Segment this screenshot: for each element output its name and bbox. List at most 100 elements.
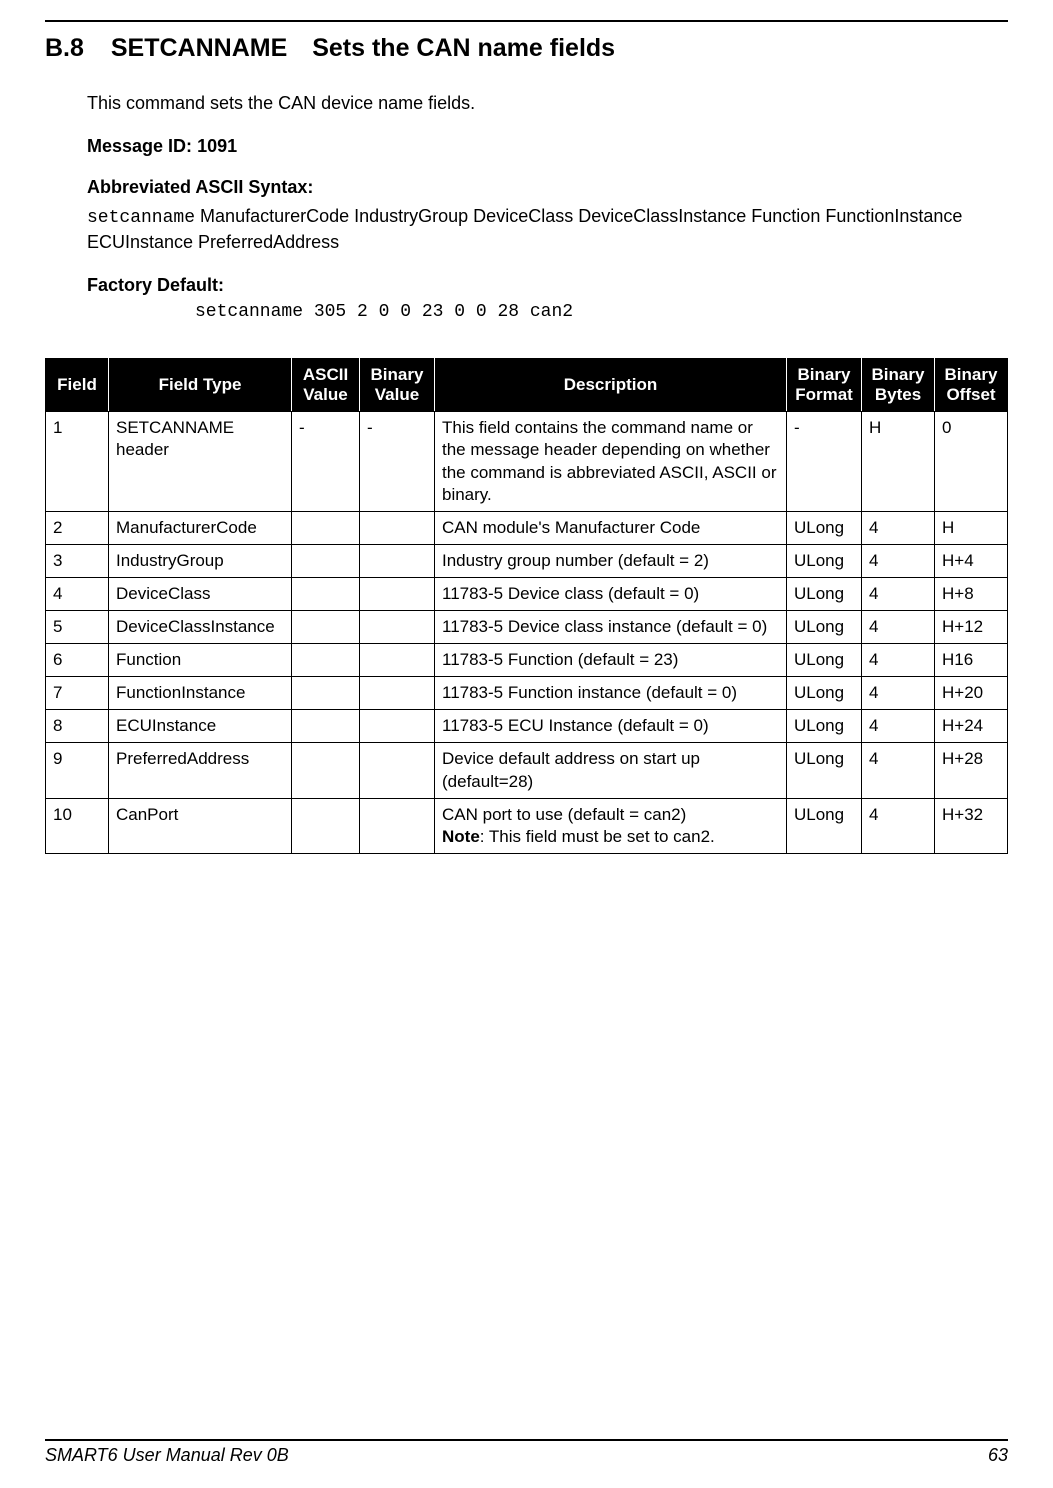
cell-boff: H16 <box>935 644 1008 677</box>
footer-left: SMART6 User Manual Rev 0B <box>45 1445 289 1466</box>
table-row: 4 DeviceClass 11783-5 Device class (defa… <box>46 577 1008 610</box>
factory-default-label: Factory Default: <box>87 275 1008 296</box>
cell-field: 2 <box>46 511 109 544</box>
intro-text: This command sets the CAN device name fi… <box>87 93 1008 114</box>
cell-bfmt: - <box>787 412 862 511</box>
table-row: 5 DeviceClassInstance 11783-5 Device cla… <box>46 611 1008 644</box>
cell-bfmt: ULong <box>787 511 862 544</box>
cell-bfmt: ULong <box>787 544 862 577</box>
cell-boff: H+20 <box>935 677 1008 710</box>
cell-desc: This field contains the command name or … <box>435 412 787 511</box>
cell-binval <box>360 511 435 544</box>
page-footer: SMART6 User Manual Rev 0B 63 <box>45 1439 1008 1466</box>
cell-ascii <box>292 743 360 798</box>
cell-desc: 11783-5 Function (default = 23) <box>435 644 787 677</box>
cell-ascii <box>292 677 360 710</box>
th-description: Description <box>435 358 787 412</box>
cell-type: ECUInstance <box>109 710 292 743</box>
cell-boff: H <box>935 511 1008 544</box>
cell-ascii <box>292 611 360 644</box>
cell-ascii <box>292 798 360 853</box>
page: B.8 SETCANNAME Sets the CAN name fields … <box>0 0 1053 1488</box>
footer-row: SMART6 User Manual Rev 0B 63 <box>45 1445 1008 1466</box>
intro-block: This command sets the CAN device name fi… <box>87 93 1008 322</box>
cell-type: ManufacturerCode <box>109 511 292 544</box>
cell-type: IndustryGroup <box>109 544 292 577</box>
cell-desc-main: CAN port to use (default = can2) <box>442 805 686 824</box>
cell-bfmt: ULong <box>787 611 862 644</box>
cell-bfmt: ULong <box>787 677 862 710</box>
table-row: 8 ECUInstance 11783-5 ECU Instance (defa… <box>46 710 1008 743</box>
cell-desc: 11783-5 Function instance (default = 0) <box>435 677 787 710</box>
cell-bbytes: 4 <box>862 644 935 677</box>
cell-type: CanPort <box>109 798 292 853</box>
field-table: Field Field Type ASCII Value Binary Valu… <box>45 358 1008 854</box>
message-id-label: Message ID: <box>87 136 192 156</box>
cell-field: 6 <box>46 644 109 677</box>
cell-ascii <box>292 644 360 677</box>
cell-type: Function <box>109 644 292 677</box>
cell-bbytes: 4 <box>862 544 935 577</box>
cell-binval <box>360 544 435 577</box>
cell-ascii <box>292 511 360 544</box>
cell-binval <box>360 611 435 644</box>
cell-binval <box>360 577 435 610</box>
cell-desc: 11783-5 ECU Instance (default = 0) <box>435 710 787 743</box>
cell-boff: H+24 <box>935 710 1008 743</box>
cell-note-text: : This field must be set to can2. <box>480 827 715 846</box>
factory-default-value: setcanname 305 2 0 0 23 0 0 28 can2 <box>195 302 1008 322</box>
cell-boff: H+4 <box>935 544 1008 577</box>
cell-bbytes: 4 <box>862 677 935 710</box>
cell-binval <box>360 743 435 798</box>
cell-field: 5 <box>46 611 109 644</box>
syntax-block: Abbreviated ASCII Syntax: setcanname Man… <box>87 177 1008 255</box>
cell-field: 4 <box>46 577 109 610</box>
top-rule <box>45 20 1008 22</box>
th-binary-value: Binary Value <box>360 358 435 412</box>
cell-note-label: Note <box>442 827 480 846</box>
cell-ascii <box>292 544 360 577</box>
message-id-value: 1091 <box>197 136 237 156</box>
cell-bbytes: 4 <box>862 798 935 853</box>
table-body: 1 SETCANNAME header - - This field conta… <box>46 412 1008 853</box>
cell-boff: H+32 <box>935 798 1008 853</box>
th-field: Field <box>46 358 109 412</box>
cell-bfmt: ULong <box>787 798 862 853</box>
cell-bbytes: 4 <box>862 577 935 610</box>
cell-desc: CAN module's Manufacturer Code <box>435 511 787 544</box>
cell-boff: 0 <box>935 412 1008 511</box>
cell-bbytes: H <box>862 412 935 511</box>
message-id-block: Message ID: 1091 <box>87 136 1008 157</box>
cell-type: SETCANNAME header <box>109 412 292 511</box>
cell-boff: H+8 <box>935 577 1008 610</box>
th-binary-offset: Binary Offset <box>935 358 1008 412</box>
footer-rule <box>45 1439 1008 1441</box>
cell-bbytes: 4 <box>862 611 935 644</box>
footer-right: 63 <box>988 1445 1008 1466</box>
table-header-row: Field Field Type ASCII Value Binary Valu… <box>46 358 1008 412</box>
cell-bfmt: ULong <box>787 577 862 610</box>
table-row: 9 PreferredAddress Device default addres… <box>46 743 1008 798</box>
cell-bbytes: 4 <box>862 710 935 743</box>
cell-field: 7 <box>46 677 109 710</box>
cell-binval: - <box>360 412 435 511</box>
cell-binval <box>360 644 435 677</box>
cell-type: PreferredAddress <box>109 743 292 798</box>
cell-binval <box>360 710 435 743</box>
factory-default-block: Factory Default: setcanname 305 2 0 0 23… <box>87 275 1008 322</box>
cell-type: DeviceClassInstance <box>109 611 292 644</box>
cell-binval <box>360 798 435 853</box>
cell-desc: Device default address on start up (defa… <box>435 743 787 798</box>
cell-type: DeviceClass <box>109 577 292 610</box>
th-binary-format: Binary Format <box>787 358 862 412</box>
cell-desc: Industry group number (default = 2) <box>435 544 787 577</box>
cell-boff: H+12 <box>935 611 1008 644</box>
table-row: 10 CanPort CAN port to use (default = ca… <box>46 798 1008 853</box>
cell-desc: 11783-5 Device class (default = 0) <box>435 577 787 610</box>
syntax-args: ManufacturerCode IndustryGroup DeviceCla… <box>87 206 962 252</box>
section-number: B.8 <box>45 34 84 63</box>
cell-ascii <box>292 710 360 743</box>
cell-desc: 11783-5 Device class instance (default =… <box>435 611 787 644</box>
cell-field: 3 <box>46 544 109 577</box>
th-field-type: Field Type <box>109 358 292 412</box>
